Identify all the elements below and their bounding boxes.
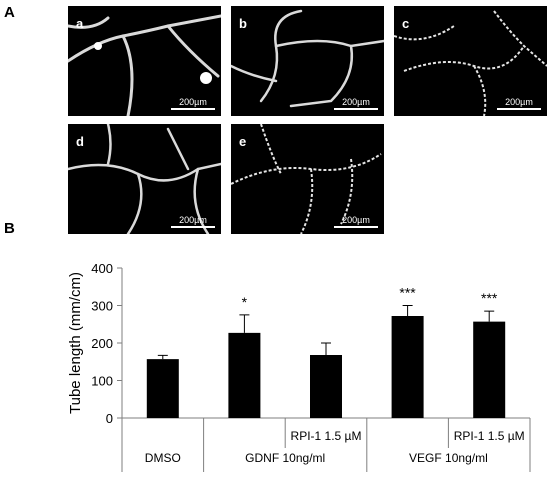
network-image-d (68, 124, 221, 234)
y-tick-label: 0 (106, 411, 113, 426)
micrograph-label: c (402, 16, 410, 31)
bar (310, 355, 342, 418)
bar (391, 316, 424, 418)
micrograph-c: c 200µm (394, 6, 547, 116)
scale-bar: 200µm (334, 215, 378, 228)
scale-bar: 200µm (497, 97, 541, 110)
treatment-label: RPI-1 1.5 µM (291, 429, 362, 443)
significance-mark: * (242, 294, 248, 310)
y-tick-label: 200 (91, 336, 113, 351)
network-image-b (231, 9, 384, 108)
bar (146, 359, 179, 418)
y-tick-label: 300 (91, 299, 113, 314)
micrograph-e: e 200µm (231, 124, 384, 234)
significance-mark: *** (399, 285, 416, 301)
group-label: VEGF 10ng/ml (409, 451, 488, 465)
significance-mark: *** (481, 290, 498, 306)
network-image-a (68, 14, 221, 116)
group-label: DMSO (145, 451, 181, 465)
micrograph-label: a (76, 16, 84, 31)
network-image-e (231, 124, 382, 234)
micrograph-b: b 200µm (231, 6, 384, 116)
scale-bar: 200µm (334, 97, 378, 110)
micrograph-a: a 200µm (68, 6, 221, 116)
micrograph-label: d (76, 134, 84, 149)
panel-a-label: A (4, 4, 15, 21)
bar (228, 332, 261, 418)
scale-bar: 200µm (171, 97, 215, 110)
y-tick-label: 400 (91, 261, 113, 276)
bar (473, 321, 506, 418)
micrograph-label: e (239, 134, 247, 149)
micrograph-label: b (239, 16, 247, 31)
panel-b-label: B (4, 220, 15, 237)
treatment-label: RPI-1 1.5 µM (454, 429, 525, 443)
network-image-c (394, 10, 547, 116)
scale-bar: 200µm (171, 215, 215, 228)
micrograph-d: d 200µm (68, 124, 221, 234)
y-axis-label: Tube length (mm/cm) (67, 272, 84, 414)
group-label: GDNF 10ng/ml (245, 451, 325, 465)
y-tick-label: 100 (91, 374, 113, 389)
